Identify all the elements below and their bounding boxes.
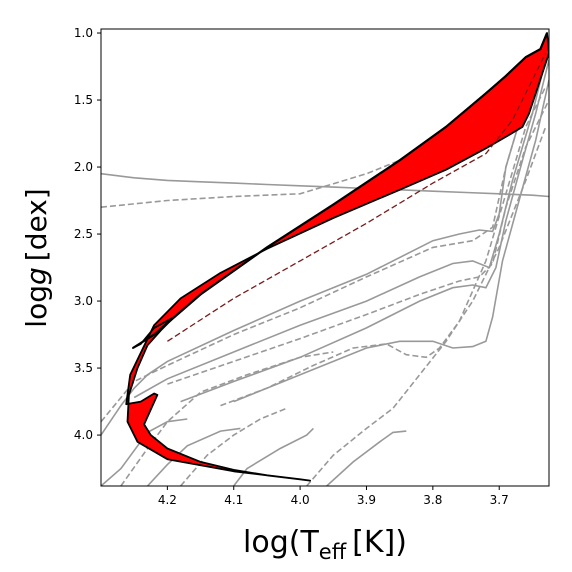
track-line-10 bbox=[101, 46, 547, 423]
x-axis-title-tail: [K]) bbox=[352, 525, 407, 560]
track-line-1 bbox=[101, 39, 549, 436]
x-tick-label: 4.0 bbox=[291, 493, 310, 507]
track-line-13 bbox=[306, 126, 547, 486]
y-axis-title-pre: log bbox=[20, 285, 53, 328]
track-line-12 bbox=[220, 86, 547, 407]
y-tick-label: 3.0 bbox=[74, 294, 93, 308]
band-inner-track bbox=[167, 52, 547, 342]
x-axis-title-sub: eff bbox=[319, 540, 347, 564]
x-tick-label: 3.9 bbox=[357, 493, 376, 507]
track-line-11 bbox=[167, 99, 549, 385]
x-axis-ticks: 4.2 4.1 4.0 3.9 3.8 3.7 bbox=[158, 486, 509, 507]
y-tick-label: 4.0 bbox=[74, 428, 93, 442]
track-line-4 bbox=[233, 79, 549, 403]
y-axis-ticks: 1.0 1.5 2.0 2.5 3.0 3.5 4.0 bbox=[74, 26, 101, 442]
x-tick-label: 3.7 bbox=[490, 493, 509, 507]
y-axis-title-var: g bbox=[20, 267, 53, 285]
track-line-9 bbox=[326, 430, 407, 486]
x-tick-label: 4.1 bbox=[224, 493, 243, 507]
x-tick-label: 3.8 bbox=[423, 493, 442, 507]
x-axis-title-main: log(T bbox=[243, 525, 319, 560]
y-tick-label: 3.5 bbox=[74, 361, 93, 375]
plot-frame bbox=[100, 28, 550, 487]
shaded-band bbox=[125, 32, 549, 482]
track-line-7 bbox=[146, 427, 241, 486]
y-tick-label: 2.0 bbox=[74, 160, 93, 174]
x-tick-label: 4.2 bbox=[158, 493, 177, 507]
track-line-2 bbox=[133, 46, 549, 399]
track-line-5 bbox=[101, 172, 549, 198]
y-tick-label: 1.0 bbox=[74, 26, 93, 40]
band-upper-edge bbox=[132, 32, 549, 349]
track-line-8 bbox=[233, 427, 314, 486]
y-tick-label: 1.5 bbox=[74, 93, 93, 107]
y-axis-title: logg [dex] bbox=[20, 188, 53, 327]
y-axis-title-tail: [dex] bbox=[20, 188, 53, 261]
x-axis-title: log(Teff [K]) bbox=[243, 525, 407, 564]
evolutionary-tracks bbox=[101, 39, 549, 486]
y-tick-label: 2.5 bbox=[74, 227, 93, 241]
